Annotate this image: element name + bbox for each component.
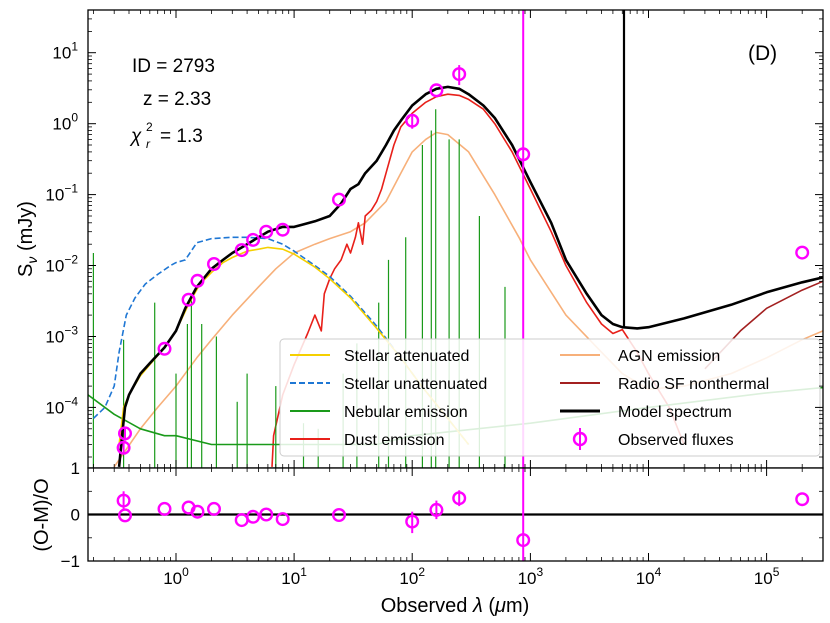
residual-point-11 <box>405 514 420 529</box>
x-tick-label-0: 100 <box>163 565 189 588</box>
y-label-residual: (O-M)/O <box>31 478 53 551</box>
legend-box <box>279 338 821 457</box>
model-spectrum-curve <box>117 85 823 468</box>
y-tick-label-1: 10−3 <box>45 324 78 347</box>
residual-axes: 100 101 102 103 104 105 −1 0 1 <box>61 459 824 588</box>
observed-flux-point-12 <box>429 83 444 98</box>
legend-label-radio-sf: Radio SF nonthermal <box>618 376 769 393</box>
legend-swatch-observed-marker <box>572 431 588 447</box>
legend-label-stellar-attenuated: Stellar attenuated <box>344 348 469 365</box>
x-tick-label-1: 101 <box>281 565 307 588</box>
observed-flux-point-2 <box>157 341 172 356</box>
chi2-symbol: χ <box>129 126 142 147</box>
residual-point-13 <box>452 491 467 506</box>
observed-flux-point-7 <box>246 232 261 247</box>
legend-label-agn-emission: AGN emission <box>618 348 720 365</box>
observed-flux-point-4 <box>190 273 205 288</box>
observed-flux-point-13 <box>452 67 467 82</box>
residual-point-1 <box>117 508 132 523</box>
residual-panel: 100 101 102 103 104 105 −1 0 1 (O-M)/O Observed … <box>31 459 824 617</box>
observed-flux-point-9 <box>275 222 290 237</box>
y-tick-label-0: 10−4 <box>45 394 78 417</box>
residual-point-15 <box>795 492 810 507</box>
legend: Stellar attenuated Stellar unattenuated … <box>279 338 821 457</box>
panel-label: (D) <box>748 42 777 65</box>
chi2-annotation: χ 2 r = 1.3 <box>129 120 203 151</box>
residual-point-0 <box>116 493 131 508</box>
x-tick-label-5: 105 <box>754 565 780 588</box>
sed-panel: Stellar attenuated Stellar unattenuated … <box>15 9 824 469</box>
residual-point-5 <box>206 501 221 516</box>
observed-flux-point-6 <box>234 243 249 258</box>
x-axis-label: Observed λ (μm) <box>381 595 530 617</box>
residual-point-10 <box>332 508 347 523</box>
residual-point-12 <box>429 502 444 517</box>
x-tick-label-4: 104 <box>636 565 662 588</box>
legend-label-observed-fluxes: Observed fluxes <box>618 432 734 449</box>
observed-flux-point-10 <box>332 192 347 207</box>
y-tick-label-5: 101 <box>52 40 78 63</box>
object-id-annotation: ID = 2793 <box>132 56 215 77</box>
legend-item-radio-sf: Radio SF nonthermal <box>560 376 769 393</box>
sed-y-axis-label: Sν (mJy) <box>15 201 40 277</box>
x-tick-label-3: 103 <box>518 565 544 588</box>
legend-item-stellar-attenuated: Stellar attenuated <box>290 348 469 365</box>
x-tick-label-2: 102 <box>399 565 425 588</box>
residual-point-14 <box>516 533 531 548</box>
sed-axes: 10−4 10−3 10−2 10−1 100 101 <box>45 9 824 468</box>
residual-point-4 <box>190 504 205 519</box>
observed-flux-point-3 <box>181 292 196 307</box>
legend-item-stellar-unattenuated: Stellar unattenuated <box>290 376 487 393</box>
legend-label-stellar-unattenuated: Stellar unattenuated <box>344 376 487 393</box>
legend-label-dust-emission: Dust emission <box>344 432 444 449</box>
legend-item-nebular-emission: Nebular emission <box>290 404 468 421</box>
residual-point-2 <box>157 501 172 516</box>
legend-item-model-spectrum: Model spectrum <box>560 404 732 421</box>
observed-flux-point-5 <box>206 257 221 272</box>
legend-item-agn-emission: AGN emission <box>560 348 720 365</box>
observed-flux-point-11 <box>405 113 420 128</box>
res-y-tick-label-0: −1 <box>61 552 80 571</box>
y-tick-label-3: 10−1 <box>45 182 78 205</box>
legend-item-dust-emission: Dust emission <box>290 432 444 449</box>
y-tick-label-4: 100 <box>52 111 78 134</box>
legend-label-nebular-emission: Nebular emission <box>344 404 468 421</box>
chi2-superscript: 2 <box>146 120 153 134</box>
res-y-tick-label-2: 1 <box>71 459 80 478</box>
redshift-annotation: z = 2.33 <box>143 89 211 110</box>
observed-flux-point-15 <box>795 245 810 260</box>
observed-flux-point-14 <box>516 147 531 162</box>
residual-y-axis-label: (O-M)/O <box>31 478 53 551</box>
dust-emission-curve <box>271 93 685 467</box>
chi2-subscript: r <box>146 137 151 151</box>
residual-point-9 <box>275 512 290 527</box>
chi2-value: = 1.3 <box>160 126 203 147</box>
y-tick-label-2: 10−2 <box>45 253 78 276</box>
residual-point-7 <box>246 509 261 524</box>
residual-point-8 <box>259 507 274 522</box>
legend-item-observed-fluxes: Observed fluxes <box>572 428 734 450</box>
observed-flux-point-0 <box>116 440 131 455</box>
observed-flux-point-8 <box>259 224 274 239</box>
observed-flux-point-1 <box>117 426 132 441</box>
y-label-main: Sν (mJy) <box>15 201 40 277</box>
legend-label-model-spectrum: Model spectrum <box>618 404 732 421</box>
res-y-tick-label-1: 0 <box>71 506 80 525</box>
